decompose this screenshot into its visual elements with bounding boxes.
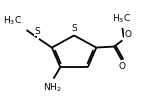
Text: S: S	[34, 27, 40, 36]
Text: S: S	[71, 24, 77, 33]
Text: NH$_2$: NH$_2$	[43, 82, 61, 94]
Text: O: O	[124, 30, 131, 39]
Text: O: O	[119, 61, 126, 70]
Text: H$_3$C: H$_3$C	[112, 12, 130, 25]
Text: H$_3$C: H$_3$C	[3, 15, 22, 27]
